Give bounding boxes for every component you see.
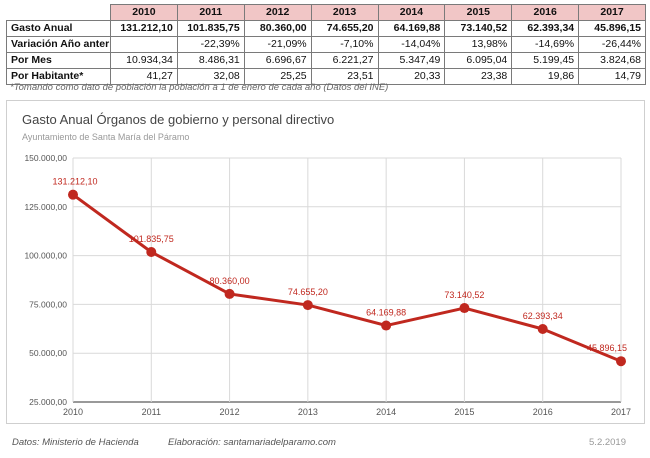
table-cell: 64.169,88 [377, 20, 446, 37]
data-series: 131.212,10 101.835,75 80.360,00 74.655,20 64… [52, 177, 627, 367]
data-label: 64.169,88 [366, 308, 406, 318]
table-cell: 5.347,49 [377, 52, 446, 69]
gridlines [72, 157, 622, 403]
data-label: 131.212,10 [52, 177, 97, 187]
data-point [146, 247, 157, 258]
x-tick-label: 2014 [376, 407, 396, 417]
table-cell: 45.896,15 [578, 20, 646, 37]
data-point [459, 303, 470, 314]
data-point [381, 320, 392, 331]
x-tick-label: 2010 [63, 407, 83, 417]
population-note: *Tomando como dato de población la pobla… [10, 82, 389, 93]
table-cell: 131.212,10 [110, 20, 178, 37]
table-cell: 8.486,31 [176, 52, 245, 69]
table-cell: 14,79 [578, 68, 646, 85]
data-point [616, 356, 626, 367]
chart-title: Gasto Anual Órganos de gobierno y person… [22, 112, 334, 127]
data-label: 62.393,34 [523, 311, 563, 321]
table-cell: 32,08 [176, 68, 245, 85]
author-credit: Elaboración: santamariadelparamo.com [168, 437, 336, 448]
chart-subtitle: Ayuntamiento de Santa María del Páramo [22, 132, 189, 142]
data-label: 45.896,15 [587, 343, 627, 353]
table-cell: 23,51 [310, 68, 379, 85]
table-cell: -7,10% [310, 36, 379, 53]
x-tick-label: 2016 [533, 407, 553, 417]
table-cell: 6.696,67 [243, 52, 312, 69]
chart-container: Gasto Anual Órganos de gobierno y person… [6, 100, 645, 424]
table-cell: 101.835,75 [176, 20, 245, 37]
y-tick-label: 125.000,00 [24, 202, 67, 212]
table-cell: 10.934,34 [110, 52, 178, 69]
row-label: Por Habitante* [6, 68, 111, 85]
table-cell: 73.140,52 [444, 20, 513, 37]
table-cell: 80.360,00 [243, 20, 312, 37]
data-point [224, 288, 235, 299]
data-label: 80.360,00 [210, 276, 250, 286]
table-cell [110, 36, 178, 53]
table-cell: 62.393,34 [511, 20, 580, 37]
year-header: 2011 [176, 4, 245, 21]
table-cell: -26,44% [578, 36, 646, 53]
year-header: 2017 [578, 4, 646, 21]
year-header: 2015 [444, 4, 513, 21]
source-credit: Datos: Ministerio de Hacienda [12, 437, 139, 448]
table-row: Por Mes 10.934,34 8.486,31 6.696,67 6.22… [6, 52, 646, 69]
year-header: 2010 [110, 4, 178, 21]
table-cell: 20,33 [377, 68, 446, 85]
y-tick-label: 75.000,00 [29, 299, 67, 309]
table-cell: 25,25 [243, 68, 312, 85]
x-tick-label: 2017 [611, 407, 631, 417]
table-cell: -21,09% [243, 36, 312, 53]
row-label: Gasto Anual [6, 20, 111, 37]
row-label: Por Mes [6, 52, 111, 69]
table-cell: 74.655,20 [310, 20, 379, 37]
x-tick-label: 2015 [454, 407, 474, 417]
data-label: 74.655,20 [288, 287, 328, 297]
table-row: Gasto Anual 131.212,10 101.835,75 80.360… [6, 20, 646, 37]
data-point [68, 189, 78, 200]
table-header-row: 2010 2011 2012 2013 2014 2015 2016 2017 [6, 4, 646, 21]
table-cell: 6.221,27 [310, 52, 379, 69]
table-row: Por Habitante* 41,27 32,08 25,25 23,51 2… [6, 68, 646, 85]
line-chart: Gasto Anual Órganos de gobierno y person… [22, 112, 631, 417]
row-label: Variación Año anterior [6, 36, 111, 53]
y-tick-label: 50.000,00 [29, 348, 67, 358]
table-cell: 23,38 [444, 68, 513, 85]
x-tick-label: 2011 [142, 407, 161, 417]
table-cell: 6.095,04 [444, 52, 513, 69]
table-row: Variación Año anterior -22,39% -21,09% -… [6, 36, 646, 53]
y-tick-label: 100.000,00 [24, 251, 67, 261]
data-point [302, 300, 313, 311]
year-header: 2014 [377, 4, 446, 21]
data-label: 73.140,52 [444, 290, 484, 300]
series-line [72, 193, 622, 363]
year-header: 2016 [511, 4, 580, 21]
table-cell: -14,04% [377, 36, 446, 53]
y-tick-label: 25.000,00 [29, 397, 67, 407]
x-tick-label: 2012 [220, 407, 240, 417]
year-header: 2013 [310, 4, 379, 21]
x-tick-label: 2013 [298, 407, 318, 417]
table-cell: 5.199,45 [511, 52, 580, 69]
data-label: 101.835,75 [129, 234, 174, 244]
table-corner [6, 4, 111, 21]
y-tick-label: 150.000,00 [24, 153, 67, 163]
data-table: 2010 2011 2012 2013 2014 2015 2016 2017 … [6, 4, 646, 85]
table-cell: 19,86 [511, 68, 580, 85]
table-cell: 3.824,68 [578, 52, 646, 69]
data-point [537, 324, 548, 335]
table-cell: -22,39% [176, 36, 245, 53]
table-cell: -14,69% [511, 36, 580, 53]
year-header: 2012 [243, 4, 312, 21]
axis-labels: 25.000,00 50.000,00 75.000,00 100.000,00 125… [24, 153, 631, 417]
table-cell: 13,98% [444, 36, 513, 53]
publish-date: 5.2.2019 [589, 437, 626, 448]
